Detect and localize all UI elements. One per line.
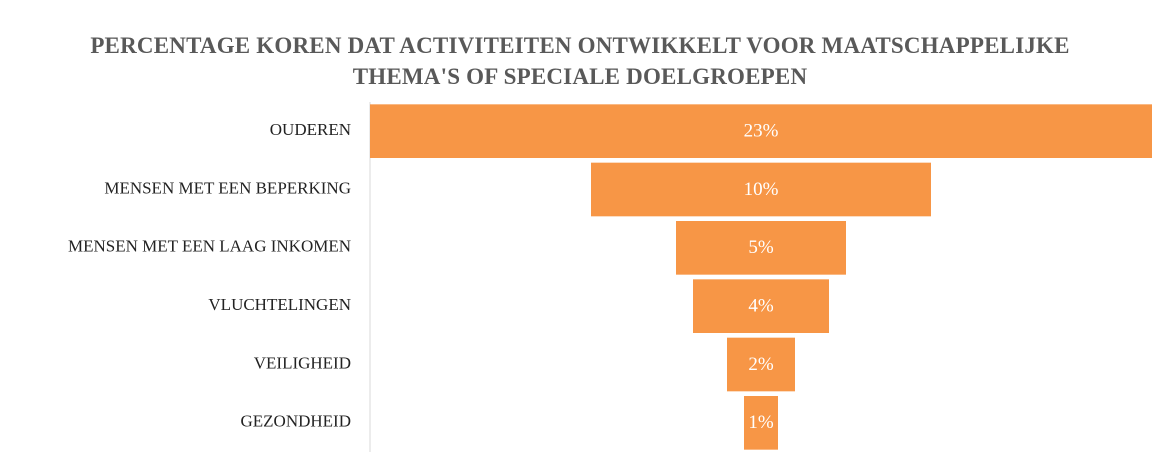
data-label: 1% xyxy=(748,412,774,433)
bar xyxy=(370,104,1152,158)
category-label: GEZONDHEID xyxy=(241,412,351,431)
category-label: VEILIGHEID xyxy=(254,353,351,372)
category-label: VLUCHTELINGEN xyxy=(208,295,351,314)
bar xyxy=(744,396,778,450)
data-label: 4% xyxy=(748,296,774,317)
category-label: OUDEREN xyxy=(270,120,351,139)
chart-title: PERCENTAGE KOREN DAT ACTIVITEITEN ONTWIK… xyxy=(90,33,1070,89)
category-label: MENSEN MET EEN BEPERKING xyxy=(104,178,351,197)
data-label: 2% xyxy=(748,354,774,375)
category-label: MENSEN MET EEN LAAG INKOMEN xyxy=(68,237,351,256)
data-label: 23% xyxy=(744,121,779,142)
bar xyxy=(693,279,829,333)
bar xyxy=(676,221,846,275)
data-label: 5% xyxy=(748,237,774,258)
bar xyxy=(727,337,795,392)
data-label: 10% xyxy=(744,179,779,200)
bar xyxy=(591,162,931,217)
